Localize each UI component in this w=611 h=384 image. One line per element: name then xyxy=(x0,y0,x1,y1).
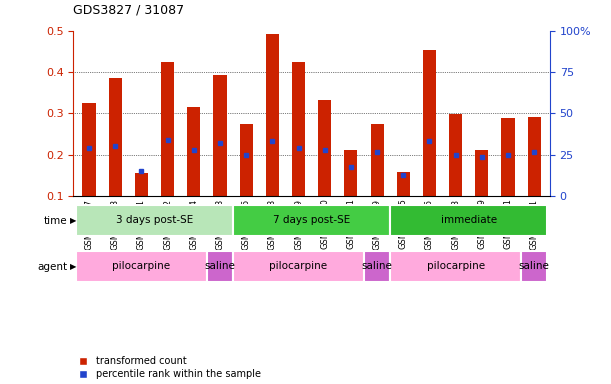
Bar xyxy=(207,252,233,283)
Bar xyxy=(370,124,384,196)
Bar xyxy=(390,252,521,283)
Bar xyxy=(449,114,462,196)
Bar xyxy=(161,62,174,196)
Bar xyxy=(187,107,200,196)
Bar xyxy=(475,151,488,196)
Bar xyxy=(364,252,390,283)
Bar xyxy=(109,78,122,196)
Text: pilocarpine: pilocarpine xyxy=(269,261,327,271)
Bar xyxy=(76,252,207,283)
Text: immediate: immediate xyxy=(441,215,497,225)
Text: 7 days post-SE: 7 days post-SE xyxy=(273,215,350,225)
Bar xyxy=(213,75,227,196)
Legend: transformed count, percentile rank within the sample: transformed count, percentile rank withi… xyxy=(78,356,261,379)
Text: ▶: ▶ xyxy=(70,216,77,225)
Bar xyxy=(521,252,547,283)
Text: 3 days post-SE: 3 days post-SE xyxy=(116,215,193,225)
Bar xyxy=(423,50,436,196)
Text: ▶: ▶ xyxy=(70,262,77,271)
Bar xyxy=(82,103,95,196)
Text: saline: saline xyxy=(519,261,550,271)
Bar xyxy=(318,100,331,196)
Text: saline: saline xyxy=(205,261,235,271)
Bar xyxy=(345,151,357,196)
Bar xyxy=(390,205,547,236)
Text: saline: saline xyxy=(362,261,392,271)
Bar xyxy=(266,34,279,196)
Text: pilocarpine: pilocarpine xyxy=(112,261,170,271)
Bar xyxy=(135,173,148,196)
Text: time: time xyxy=(43,216,67,226)
Bar xyxy=(502,118,514,196)
Text: GDS3827 / 31087: GDS3827 / 31087 xyxy=(73,4,185,17)
Bar xyxy=(397,172,410,196)
Bar xyxy=(76,205,233,236)
Text: pilocarpine: pilocarpine xyxy=(426,261,485,271)
Bar xyxy=(233,252,364,283)
Bar xyxy=(528,118,541,196)
Bar xyxy=(233,205,390,236)
Bar xyxy=(240,124,253,196)
Text: agent: agent xyxy=(37,262,67,272)
Bar xyxy=(292,62,305,196)
